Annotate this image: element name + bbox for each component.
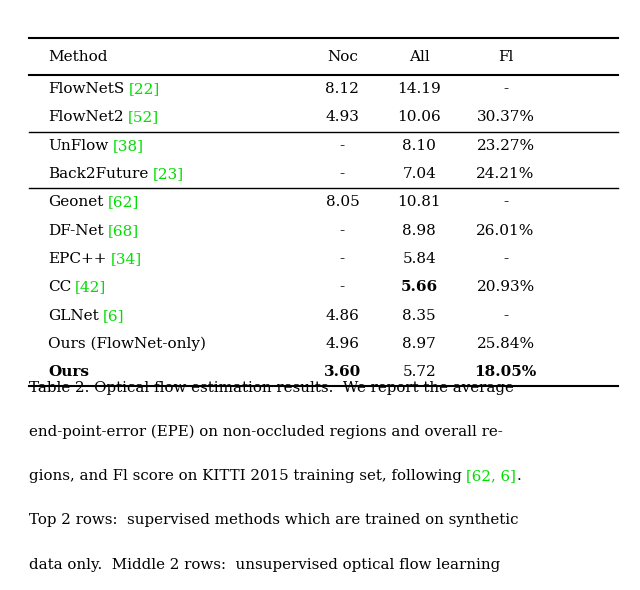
Text: Noc: Noc bbox=[327, 50, 358, 64]
Text: 26.01%: 26.01% bbox=[476, 224, 535, 238]
Text: DF-Net: DF-Net bbox=[48, 224, 104, 238]
Text: [23]: [23] bbox=[152, 167, 184, 181]
Text: Ours (FlowNet-only): Ours (FlowNet-only) bbox=[48, 337, 206, 351]
Text: UnFlow: UnFlow bbox=[48, 139, 108, 153]
Text: [62]: [62] bbox=[108, 195, 139, 209]
Text: 10.81: 10.81 bbox=[397, 195, 441, 209]
Text: -: - bbox=[503, 195, 508, 209]
Text: FlowNet2: FlowNet2 bbox=[48, 110, 124, 124]
Text: Geonet: Geonet bbox=[48, 195, 104, 209]
Text: FlowNetS: FlowNetS bbox=[48, 82, 124, 96]
Text: 25.84%: 25.84% bbox=[477, 337, 534, 351]
Text: 4.93: 4.93 bbox=[326, 110, 359, 124]
Text: 5.66: 5.66 bbox=[401, 280, 438, 294]
Text: [62, 6]: [62, 6] bbox=[467, 469, 516, 483]
Text: .: . bbox=[516, 469, 521, 483]
Text: 10.06: 10.06 bbox=[397, 110, 441, 124]
Text: -: - bbox=[340, 139, 345, 153]
Text: gions, and Fl score on KITTI 2015 training set, following: gions, and Fl score on KITTI 2015 traini… bbox=[29, 469, 467, 483]
Text: 24.21%: 24.21% bbox=[476, 167, 535, 181]
Text: Fl: Fl bbox=[498, 50, 513, 64]
Text: [34]: [34] bbox=[111, 252, 141, 266]
Text: [52]: [52] bbox=[127, 110, 159, 124]
Text: GLNet: GLNet bbox=[48, 309, 99, 323]
Text: 8.98: 8.98 bbox=[403, 224, 436, 238]
Text: Table 2. Optical flow estimation results.  We report the average: Table 2. Optical flow estimation results… bbox=[29, 381, 514, 395]
Text: 8.05: 8.05 bbox=[326, 195, 359, 209]
Text: Top 2 rows:  supervised methods which are trained on synthetic: Top 2 rows: supervised methods which are… bbox=[29, 513, 518, 527]
Text: 4.86: 4.86 bbox=[326, 309, 359, 323]
Text: -: - bbox=[340, 252, 345, 266]
Text: [22]: [22] bbox=[128, 82, 159, 96]
Text: -: - bbox=[340, 167, 345, 181]
Text: 30.37%: 30.37% bbox=[477, 110, 534, 124]
Text: 8.35: 8.35 bbox=[403, 309, 436, 323]
Text: end-point-error (EPE) on non-occluded regions and overall re-: end-point-error (EPE) on non-occluded re… bbox=[29, 425, 502, 439]
Text: -: - bbox=[503, 82, 508, 96]
Text: 18.05%: 18.05% bbox=[474, 365, 537, 379]
Text: EPC++: EPC++ bbox=[48, 252, 106, 266]
Text: Back2Future: Back2Future bbox=[48, 167, 148, 181]
Text: -: - bbox=[503, 309, 508, 323]
Text: CC: CC bbox=[48, 280, 71, 294]
Text: -: - bbox=[340, 280, 345, 294]
Text: data only.  Middle 2 rows:  unsupervised optical flow learning: data only. Middle 2 rows: unsupervised o… bbox=[29, 558, 500, 572]
Text: [6]: [6] bbox=[103, 309, 124, 323]
Text: 3.60: 3.60 bbox=[324, 365, 361, 379]
Text: 23.27%: 23.27% bbox=[477, 139, 534, 153]
Text: Method: Method bbox=[48, 50, 108, 64]
Text: 8.12: 8.12 bbox=[326, 82, 359, 96]
Text: 7.04: 7.04 bbox=[403, 167, 436, 181]
Text: 5.84: 5.84 bbox=[403, 252, 436, 266]
Text: 20.93%: 20.93% bbox=[476, 280, 535, 294]
Text: -: - bbox=[503, 252, 508, 266]
Text: All: All bbox=[409, 50, 429, 64]
Text: 8.10: 8.10 bbox=[403, 139, 436, 153]
Text: Ours: Ours bbox=[48, 365, 89, 379]
Text: 4.96: 4.96 bbox=[325, 337, 360, 351]
Text: 8.97: 8.97 bbox=[403, 337, 436, 351]
Text: -: - bbox=[340, 224, 345, 238]
Text: 14.19: 14.19 bbox=[397, 82, 441, 96]
Text: 5.72: 5.72 bbox=[403, 365, 436, 379]
Text: [68]: [68] bbox=[108, 224, 139, 238]
Text: [42]: [42] bbox=[76, 280, 106, 294]
Text: [38]: [38] bbox=[112, 139, 143, 153]
